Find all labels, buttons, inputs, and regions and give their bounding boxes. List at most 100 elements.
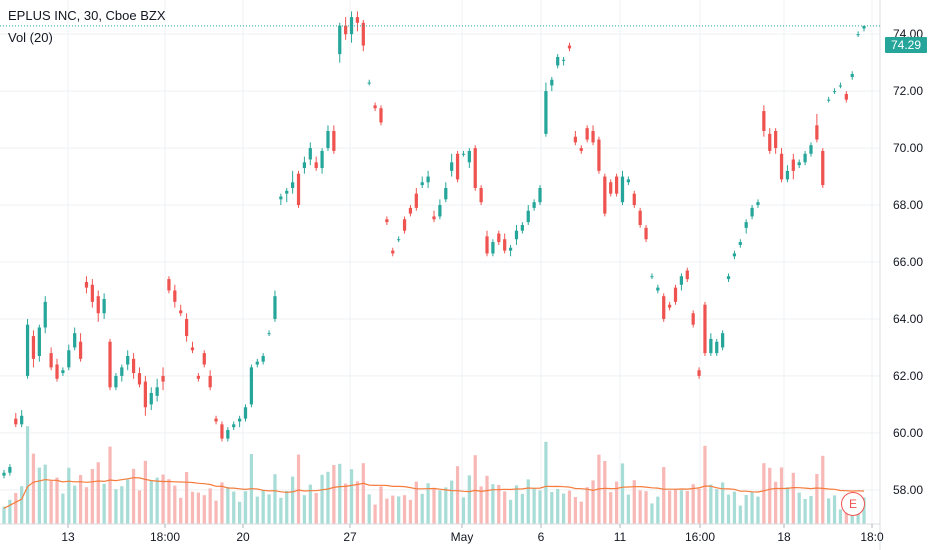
candle-body [226, 430, 230, 439]
volume-bar [320, 474, 324, 524]
candle-body [561, 59, 566, 61]
volume-bar [8, 499, 12, 524]
volume-bar [697, 488, 701, 524]
volume-bar [114, 489, 118, 524]
candle-body [355, 17, 360, 23]
volume-bar [491, 484, 495, 524]
volume-bar [414, 481, 418, 524]
candle-body [273, 296, 277, 319]
candle-body [308, 148, 312, 160]
candle-body [827, 99, 831, 101]
volume-bar [84, 487, 89, 524]
candle-body [609, 182, 613, 194]
volume-bar [308, 484, 312, 524]
volume-bar [556, 489, 560, 524]
volume-ma-path [3, 477, 865, 509]
candle-body [479, 187, 483, 203]
candle-body [438, 205, 442, 217]
candle-body [55, 364, 59, 379]
volume-bar [296, 454, 301, 524]
candle-body [237, 418, 242, 422]
price-tick-label: 68.00 [893, 198, 923, 212]
volume-bar [614, 481, 619, 524]
candle-body [402, 219, 407, 231]
candle-body [14, 418, 18, 425]
candle-body [61, 370, 65, 374]
candle-body [361, 22, 365, 46]
volume-bar [609, 492, 613, 524]
candle-body [473, 148, 477, 188]
time-tick-label: 18:00 [150, 530, 180, 544]
candle-body [626, 179, 631, 183]
candle-body [84, 281, 89, 288]
candle-body [650, 276, 654, 278]
candle-body [662, 296, 666, 319]
candle-body [485, 236, 489, 254]
volume-bar [561, 493, 566, 524]
volume-bar [467, 475, 471, 524]
candle-body [514, 230, 519, 240]
candle-body [279, 196, 283, 200]
volume-bar [261, 489, 265, 524]
time-tick-label: 16:00 [685, 530, 715, 544]
volume-bar [2, 506, 6, 524]
candle-body [768, 133, 772, 151]
time-tick-label: 13 [61, 530, 75, 544]
candle-body [556, 56, 560, 66]
volume-bar [385, 498, 389, 524]
volume-bar [426, 483, 430, 524]
volume-bar [149, 480, 153, 524]
candle-body [850, 74, 854, 77]
candle-body [503, 239, 507, 251]
volume-bar [102, 483, 106, 524]
candle-body [732, 253, 737, 257]
volume-bar [61, 493, 65, 524]
candle-body [426, 176, 430, 183]
volume-bar [214, 500, 218, 524]
volume-bar [49, 480, 53, 524]
candle-body [214, 418, 218, 422]
symbol-legend[interactable]: EPLUS INC, 30, Cboe BZX [8, 8, 166, 23]
volume-bar [485, 475, 489, 524]
time-tick-label: 18 [777, 530, 791, 544]
candle-body [397, 239, 401, 241]
volume-bar [326, 471, 330, 524]
volume-bar [726, 494, 731, 524]
volume-bar [656, 496, 660, 524]
volume-bar [161, 474, 165, 524]
volume-bar [243, 491, 248, 524]
volume-bar [750, 492, 754, 524]
candle-body [603, 176, 607, 214]
candle-body [815, 125, 819, 140]
candle-body [455, 153, 460, 180]
last-price-label: 74.29 [885, 37, 927, 53]
volume-bars [2, 426, 866, 524]
volume-bar [137, 490, 142, 524]
candle-body [862, 25, 866, 29]
volume-bar [738, 505, 742, 524]
volume-bar [473, 455, 477, 524]
volume-bar [579, 501, 583, 524]
volume-legend[interactable]: Vol (20) [8, 30, 53, 45]
volume-bar [196, 492, 201, 524]
candle-body [832, 91, 837, 93]
volume-bar [862, 497, 866, 524]
volume-bar [797, 492, 801, 524]
earnings-marker[interactable]: E [841, 492, 865, 516]
candle-body [202, 353, 206, 365]
volume-bar [208, 488, 212, 524]
volume-bar [838, 509, 843, 524]
price-tick-label: 66.00 [893, 255, 923, 269]
candle-body [190, 347, 195, 351]
candle-body [73, 333, 77, 348]
candle-body [685, 270, 689, 280]
volume-bar [803, 499, 807, 524]
volume-bar [603, 461, 607, 524]
candle-body [391, 250, 395, 254]
candle-body [715, 341, 719, 354]
candle-body [597, 139, 601, 171]
volume-bar [131, 468, 136, 524]
candle-body [90, 284, 94, 302]
volume-bar [703, 445, 707, 524]
